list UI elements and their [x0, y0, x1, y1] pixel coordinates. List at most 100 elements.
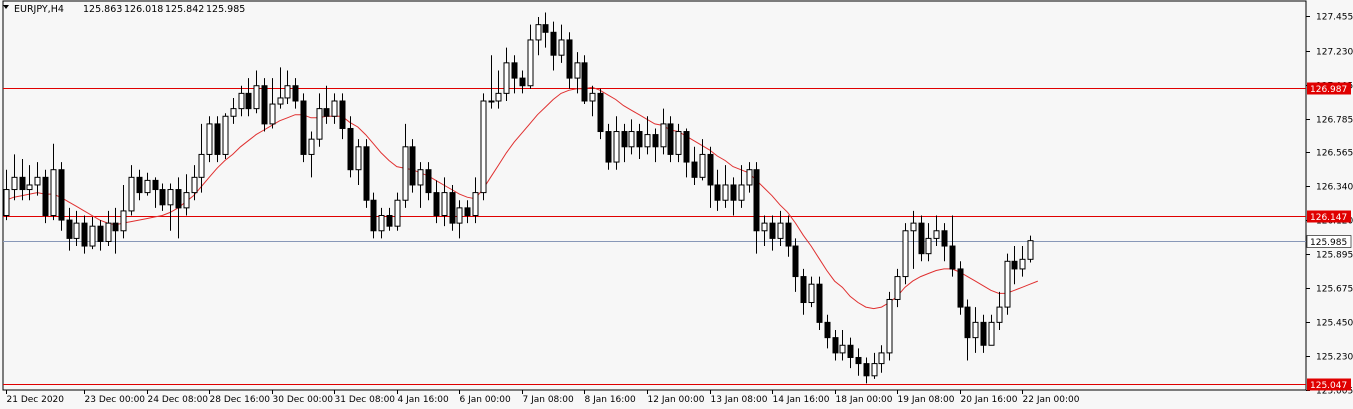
candle[interactable]	[230, 97, 237, 124]
candle[interactable]	[839, 330, 846, 361]
candle[interactable]	[675, 123, 682, 163]
candle[interactable]	[370, 192, 377, 239]
candle[interactable]	[488, 55, 495, 109]
candle[interactable]	[511, 55, 518, 94]
candle[interactable]	[464, 200, 471, 224]
candle[interactable]	[589, 85, 596, 117]
candle[interactable]	[519, 70, 526, 94]
candle[interactable]	[1019, 246, 1026, 277]
candle[interactable]	[792, 238, 799, 292]
candle[interactable]	[503, 47, 510, 101]
candle[interactable]	[136, 169, 143, 201]
candle[interactable]	[699, 139, 706, 181]
candle[interactable]	[996, 291, 1003, 331]
candle[interactable]	[222, 113, 229, 160]
candle[interactable]	[933, 215, 940, 247]
candle[interactable]	[472, 177, 479, 224]
candle[interactable]	[980, 314, 987, 353]
candle[interactable]	[175, 177, 182, 239]
candle[interactable]	[42, 169, 49, 224]
candle[interactable]	[964, 299, 971, 361]
candle[interactable]	[323, 85, 330, 124]
candle[interactable]	[495, 70, 502, 109]
candle[interactable]	[558, 24, 565, 63]
candle[interactable]	[277, 67, 284, 109]
candle[interactable]	[269, 78, 276, 129]
candle[interactable]	[847, 337, 854, 369]
candle[interactable]	[730, 177, 737, 216]
candle[interactable]	[628, 119, 635, 155]
candle[interactable]	[152, 177, 159, 208]
candle[interactable]	[816, 276, 823, 331]
candle[interactable]	[183, 174, 190, 216]
candle[interactable]	[441, 177, 448, 227]
candle[interactable]	[636, 123, 643, 160]
candle[interactable]	[308, 131, 315, 178]
candle[interactable]	[918, 215, 925, 262]
candle[interactable]	[112, 207, 119, 254]
candle[interactable]	[347, 116, 354, 178]
candle[interactable]	[433, 180, 440, 224]
candle[interactable]	[19, 159, 26, 201]
candle[interactable]	[120, 184, 127, 239]
candle[interactable]	[66, 207, 73, 251]
candle[interactable]	[949, 215, 956, 277]
candle[interactable]	[144, 172, 151, 196]
candle[interactable]	[214, 116, 221, 163]
candle[interactable]	[855, 348, 862, 376]
candle[interactable]	[613, 116, 620, 170]
candle[interactable]	[761, 215, 768, 247]
candle[interactable]	[3, 169, 10, 221]
candle[interactable]	[785, 215, 792, 257]
candle[interactable]	[89, 217, 96, 250]
candle[interactable]	[300, 93, 307, 163]
candle[interactable]	[456, 200, 463, 239]
candle[interactable]	[769, 215, 776, 251]
candle[interactable]	[34, 162, 41, 196]
candle[interactable]	[738, 165, 745, 208]
candle[interactable]	[597, 88, 604, 140]
candle[interactable]	[331, 93, 338, 124]
candle[interactable]	[871, 352, 878, 379]
candle[interactable]	[425, 162, 432, 201]
candle[interactable]	[81, 215, 88, 254]
candle[interactable]	[128, 165, 135, 216]
candle[interactable]	[1004, 253, 1011, 315]
candle[interactable]	[261, 78, 268, 132]
candle[interactable]	[621, 123, 628, 163]
candle[interactable]	[409, 139, 416, 193]
candle[interactable]	[886, 291, 893, 361]
candle[interactable]	[878, 345, 885, 373]
candle[interactable]	[386, 207, 393, 231]
candle[interactable]	[394, 192, 401, 231]
candle[interactable]	[527, 24, 534, 89]
candle[interactable]	[339, 93, 346, 140]
candle[interactable]	[1011, 246, 1018, 285]
candle[interactable]	[566, 32, 573, 89]
candle[interactable]	[26, 165, 33, 201]
candle[interactable]	[11, 154, 18, 201]
candle[interactable]	[777, 210, 784, 247]
candle[interactable]	[363, 139, 370, 208]
candle[interactable]	[910, 210, 917, 269]
candle[interactable]	[957, 261, 964, 315]
candle[interactable]	[105, 210, 112, 247]
candle[interactable]	[863, 357, 870, 384]
candle[interactable]	[253, 70, 260, 114]
candle[interactable]	[97, 220, 104, 251]
candle[interactable]	[941, 223, 948, 262]
candle[interactable]	[925, 223, 932, 262]
candle[interactable]	[355, 139, 362, 185]
candle[interactable]	[894, 268, 901, 308]
candle[interactable]	[800, 268, 807, 315]
candle[interactable]	[581, 55, 588, 105]
candle[interactable]	[206, 116, 213, 163]
candle[interactable]	[574, 52, 581, 94]
candle[interactable]	[198, 123, 205, 193]
candle[interactable]	[707, 146, 714, 208]
candle[interactable]	[652, 128, 659, 163]
candle[interactable]	[480, 93, 487, 201]
candle[interactable]	[245, 78, 252, 117]
candle[interactable]	[316, 93, 323, 147]
